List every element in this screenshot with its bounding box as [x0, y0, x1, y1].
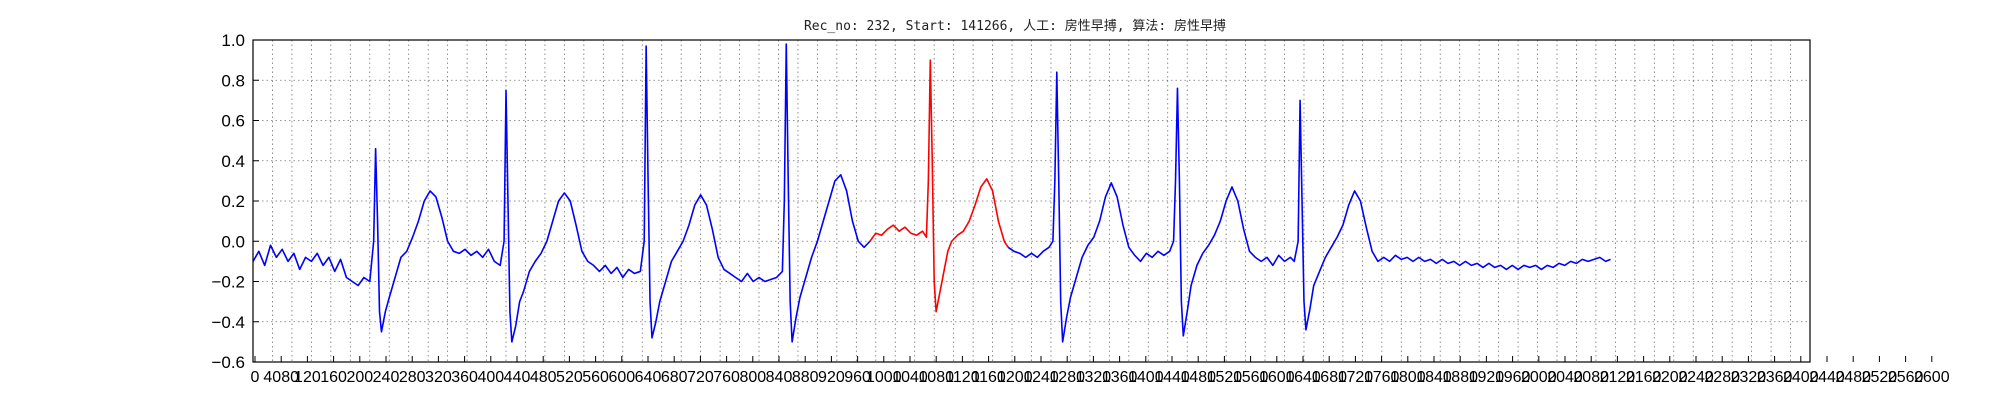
x-tick-label: 2200: [1652, 369, 1688, 386]
x-tick-label: 1680: [1311, 369, 1347, 386]
x-tick-label: 1760: [1364, 369, 1400, 386]
y-tick-label: 0.2: [221, 192, 245, 211]
series-layer: [252, 43, 1611, 343]
x-tick-label: 1240: [1023, 369, 1059, 386]
x-tick-label: 2040: [1547, 369, 1583, 386]
x-tick-label: 280: [399, 369, 426, 386]
x-tick-label: 640: [635, 369, 662, 386]
x-tick-label: 2320: [1731, 369, 1767, 386]
x-tick-label: 2360: [1757, 369, 1793, 386]
ecg-series-before: [252, 43, 871, 343]
x-tick-label: 880: [792, 369, 819, 386]
x-tick-label: 1320: [1076, 369, 1112, 386]
x-tick-label: 2000: [1521, 369, 1557, 386]
y-axis: −0.6 −0.4 −0.2 0.0 0.2 0.4 0.6 0.8 1.0: [211, 31, 259, 372]
x-tick-label: 120: [294, 369, 321, 386]
y-tick-label: −0.6: [211, 353, 245, 372]
x-tick-label: 1600: [1259, 369, 1295, 386]
x-tick-label: 1040: [892, 369, 928, 386]
x-tick-label: 960: [844, 369, 871, 386]
y-tick-label: 0.0: [221, 232, 245, 251]
x-tick-label: 2440: [1809, 369, 1845, 386]
x-tick-label: 2400: [1783, 369, 1819, 386]
y-tick-label: −0.2: [211, 273, 245, 292]
x-tick-label: 2560: [1888, 369, 1924, 386]
ecg-series-event: [869, 59, 1009, 313]
x-tick-label: 1160: [971, 369, 1006, 386]
x-tick-label: 2480: [1835, 369, 1871, 386]
chart-title: Rec_no: 232, Start: 141266, 人工: 房性早搏, 算法…: [804, 18, 1226, 34]
x-tick-label: 1080: [918, 369, 954, 386]
x-tick-label: 1640: [1285, 369, 1321, 386]
x-tick-label: 160: [320, 369, 347, 386]
x-tick-label: 400: [477, 369, 504, 386]
x-tick-label: 2280: [1704, 369, 1740, 386]
y-tick-label: 0.8: [221, 71, 245, 90]
x-tick-label: 480: [530, 369, 557, 386]
x-tick-label: 1480: [1180, 369, 1216, 386]
x-tick-label: 320: [425, 369, 452, 386]
x-tick-label: 1360: [1102, 369, 1138, 386]
y-tick-label: −0.4: [211, 313, 245, 332]
x-tick-label: 1440: [1154, 369, 1190, 386]
x-tick-label: 920: [818, 369, 845, 386]
x-tick-label: 2080: [1573, 369, 1609, 386]
x-tick-label: 720: [687, 369, 714, 386]
y-tick-label: 1.0: [221, 31, 245, 50]
ecg-series-after: [1007, 71, 1611, 343]
x-tick-label: 560: [582, 369, 609, 386]
x-tick-label: 1200: [997, 369, 1033, 386]
x-tick-label: 240: [373, 369, 400, 386]
x-tick-label: 1400: [1128, 369, 1164, 386]
x-tick-label: 0: [251, 369, 260, 386]
x-tick-label: 1560: [1233, 369, 1269, 386]
x-tick-label: 2600: [1914, 369, 1950, 386]
x-tick-label: 1520: [1207, 369, 1243, 386]
x-tick-label: 2240: [1678, 369, 1714, 386]
x-tick-label: 1920: [1469, 369, 1505, 386]
x-tick-label: 520: [556, 369, 583, 386]
x-tick-label: 2520: [1862, 369, 1898, 386]
x-tick-label: 1960: [1495, 369, 1531, 386]
grid-layer: [253, 39, 1810, 363]
x-tick-label: 360: [451, 369, 478, 386]
x-tick-label: 1000: [866, 369, 902, 386]
y-tick-label: 0.6: [221, 112, 245, 131]
x-tick-label: 600: [608, 369, 635, 386]
x-tick-label: 4080: [263, 369, 299, 386]
x-tick-label: 680: [661, 369, 688, 386]
x-tick-label: 1880: [1442, 369, 1478, 386]
x-tick-label: 440: [504, 369, 531, 386]
x-tick-label: 1800: [1390, 369, 1426, 386]
x-tick-label: 1280: [1049, 369, 1085, 386]
x-tick-label: 840: [766, 369, 793, 386]
x-tick-label: 1720: [1338, 369, 1374, 386]
x-tick-label: 1840: [1416, 369, 1452, 386]
y-tick-label: 0.4: [221, 152, 245, 171]
x-tick-label: 2160: [1626, 369, 1662, 386]
x-tick-label: 1120: [945, 369, 980, 386]
x-tick-label: 2120: [1600, 369, 1636, 386]
x-tick-label: 760: [713, 369, 740, 386]
x-tick-label: 200: [346, 369, 373, 386]
x-tick-label: 800: [739, 369, 766, 386]
